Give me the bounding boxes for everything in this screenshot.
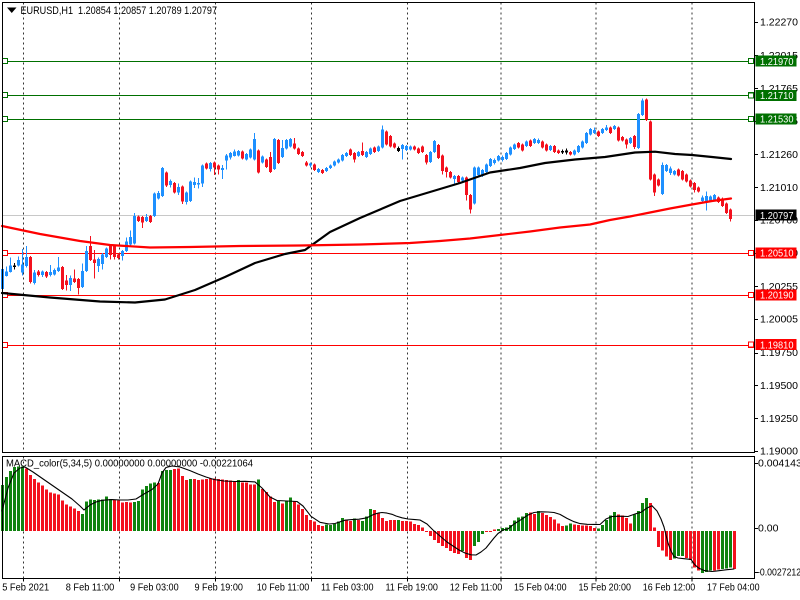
svg-text:9 Feb 19:00: 9 Feb 19:00: [194, 582, 243, 594]
svg-text:1.20797: 1.20797: [760, 210, 794, 222]
svg-text:11 Feb 19:00: 11 Feb 19:00: [385, 582, 438, 594]
svg-text:-0.00272126: -0.00272126: [757, 567, 800, 579]
svg-text:1.19250: 1.19250: [760, 413, 798, 425]
svg-text:1.21010: 1.21010: [760, 182, 798, 194]
svg-text:1.20005: 1.20005: [760, 314, 798, 326]
svg-text:1.21970: 1.21970: [760, 56, 794, 68]
svg-text:10 Feb 11:00: 10 Feb 11:00: [257, 582, 310, 594]
svg-text:1.20510: 1.20510: [760, 248, 794, 260]
svg-text:1.19000: 1.19000: [760, 446, 798, 458]
svg-text:1.21530: 1.21530: [760, 114, 794, 126]
svg-text:16 Feb 12:00: 16 Feb 12:00: [643, 582, 696, 594]
svg-text:1.21710: 1.21710: [760, 90, 794, 102]
svg-text:15 Feb 20:00: 15 Feb 20:00: [578, 582, 631, 594]
svg-text:1.20190: 1.20190: [760, 290, 794, 302]
svg-text:8 Feb 11:00: 8 Feb 11:00: [66, 582, 115, 594]
svg-text:1.19750: 1.19750: [760, 347, 798, 359]
svg-text:1.22270: 1.22270: [760, 17, 798, 29]
svg-text:11 Feb 03:00: 11 Feb 03:00: [321, 582, 374, 594]
svg-text:15 Feb 04:00: 15 Feb 04:00: [514, 582, 567, 594]
svg-text:1.19500: 1.19500: [760, 380, 798, 392]
svg-text:0.00: 0.00: [758, 523, 779, 535]
svg-text:1.19810: 1.19810: [760, 339, 794, 351]
svg-text:0.0041432: 0.0041432: [758, 458, 800, 470]
svg-text:12 Feb 11:00: 12 Feb 11:00: [450, 582, 503, 594]
svg-text:17 Feb 04:00: 17 Feb 04:00: [707, 582, 760, 594]
svg-text:9 Feb 03:00: 9 Feb 03:00: [130, 582, 179, 594]
svg-text:MACD_color(5,34,5) 0.00000000: MACD_color(5,34,5) 0.00000000 0.00000000…: [6, 458, 253, 470]
svg-text:EURUSD,H1 1.20854 1.20857 1.2: EURUSD,H1 1.20854 1.20857 1.20789 1.2079…: [21, 5, 218, 17]
svg-text:1.21260: 1.21260: [760, 149, 798, 161]
svg-text:5 Feb 2021: 5 Feb 2021: [2, 582, 49, 594]
